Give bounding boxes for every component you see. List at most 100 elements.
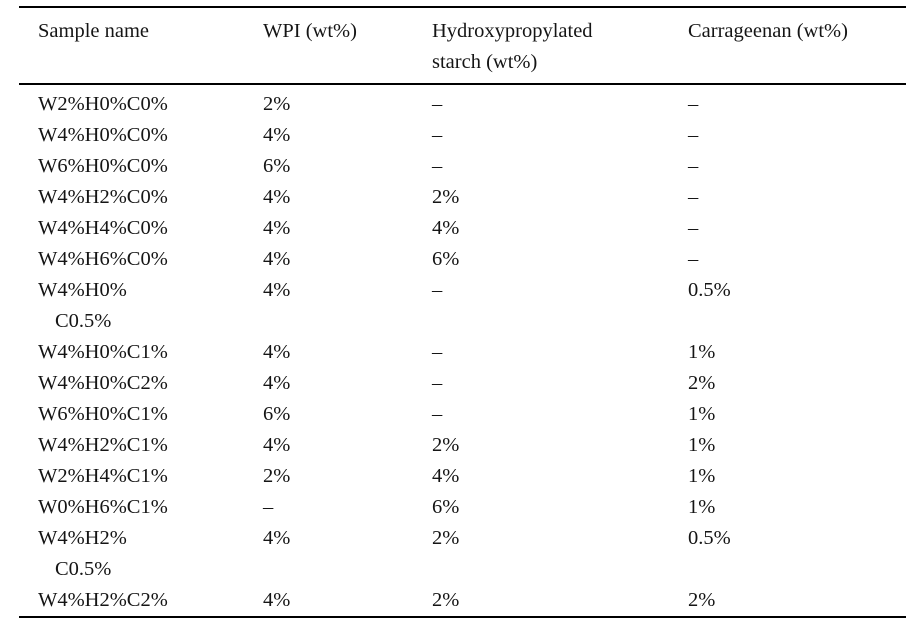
starch-cell: 2%	[432, 186, 460, 208]
starch-cell: –	[432, 155, 443, 177]
header-label: WPI (wt%)	[263, 20, 357, 42]
table-row: W4%H2%C1% 4% 2% 1%	[38, 430, 906, 461]
wpi-cell: 2%	[263, 465, 291, 487]
header-wpi: WPI (wt%)	[263, 16, 432, 78]
sample-name: W4%H2%C1%	[38, 434, 168, 456]
table-row: W2%H0%C0% 2% – –	[38, 89, 906, 120]
wpi-cell: 4%	[263, 124, 291, 146]
header-sample-name: Sample name	[38, 16, 263, 78]
sample-name: W6%H0%C1%	[38, 403, 168, 425]
header-label: Sample name	[38, 20, 150, 42]
sample-name-cell: W4%H4%C0%	[38, 213, 263, 244]
table-row: W4%H2% C0.5% 4% 2% 0.5%	[38, 523, 906, 585]
carrageenan-cell: 1%	[688, 434, 716, 456]
wpi-cell: 4%	[263, 434, 291, 456]
carrageenan-cell: 1%	[688, 465, 716, 487]
sample-name-cell: W2%H0%C0%	[38, 89, 263, 120]
table-row: W4%H2%C2% 4% 2% 2%	[38, 585, 906, 616]
table-row: W4%H0%C2% 4% – 2%	[38, 368, 906, 399]
wpi-cell: 4%	[263, 186, 291, 208]
carrageenan-cell: –	[688, 186, 699, 208]
wpi-cell: 4%	[263, 589, 291, 611]
starch-cell: –	[432, 372, 443, 394]
carrageenan-cell: 2%	[688, 589, 716, 611]
carrageenan-cell: 1%	[688, 496, 716, 518]
header-label: Hydroxypropylated	[432, 20, 593, 42]
sample-name-cell: W4%H2%C2%	[38, 585, 263, 616]
sample-name: W6%H0%C0%	[38, 155, 168, 177]
wpi-cell: 6%	[263, 155, 291, 177]
sample-name-cell: W4%H2%C1%	[38, 430, 263, 461]
carrageenan-cell: 0.5%	[688, 527, 731, 549]
sample-name-cell: W4%H2%C0%	[38, 182, 263, 213]
starch-cell: 4%	[432, 217, 460, 239]
header-starch: Hydroxypropylated starch (wt%)	[432, 16, 688, 78]
header-carrageenan: Carrageenan (wt%)	[688, 16, 906, 78]
sample-name-cell: W4%H0%C2%	[38, 368, 263, 399]
sample-name: W4%H2%C0%	[38, 186, 168, 208]
starch-cell: 2%	[432, 589, 460, 611]
sample-name-cell: W4%H2% C0.5%	[38, 523, 263, 585]
sample-name-cell: W4%H6%C0%	[38, 244, 263, 275]
wpi-cell: 2%	[263, 93, 291, 115]
wpi-cell: –	[263, 496, 274, 518]
sample-name: W4%H0%	[38, 279, 127, 301]
starch-cell: –	[432, 341, 443, 363]
wpi-cell: 4%	[263, 372, 291, 394]
table-row: W4%H0%C0% 4% – –	[38, 120, 906, 151]
carrageenan-cell: –	[688, 155, 699, 177]
starch-cell: –	[432, 124, 443, 146]
header-label: Carrageenan (wt%)	[688, 20, 848, 42]
wpi-cell: 4%	[263, 527, 291, 549]
sample-name: W4%H4%C0%	[38, 217, 168, 239]
sample-name-cell: W4%H0% C0.5%	[38, 275, 263, 337]
table-row: W4%H4%C0% 4% 4% –	[38, 213, 906, 244]
carrageenan-cell: –	[688, 124, 699, 146]
sample-name-cell: W4%H0%C1%	[38, 337, 263, 368]
starch-cell: 6%	[432, 496, 460, 518]
table-row: W6%H0%C0% 6% – –	[38, 151, 906, 182]
table-row: W4%H2%C0% 4% 2% –	[38, 182, 906, 213]
sample-name: W4%H2%	[38, 527, 127, 549]
sample-name: W4%H0%C2%	[38, 372, 168, 394]
starch-cell: 4%	[432, 465, 460, 487]
sample-name: W4%H6%C0%	[38, 248, 168, 270]
carrageenan-cell: 0.5%	[688, 279, 731, 301]
table-row: W4%H0% C0.5% 4% – 0.5%	[38, 275, 906, 337]
table-row: W4%H6%C0% 4% 6% –	[38, 244, 906, 275]
carrageenan-cell: –	[688, 248, 699, 270]
starch-cell: –	[432, 279, 443, 301]
table-body: W2%H0%C0% 2% – – W4%H0%C0% 4% – – W6%H0%…	[19, 85, 906, 616]
table-row: W2%H4%C1% 2% 4% 1%	[38, 461, 906, 492]
wpi-cell: 4%	[263, 279, 291, 301]
sample-name: W4%H0%C1%	[38, 341, 168, 363]
header-label: starch (wt%)	[432, 51, 538, 73]
wpi-cell: 6%	[263, 403, 291, 425]
carrageenan-cell: 1%	[688, 403, 716, 425]
sample-name-cell: W2%H4%C1%	[38, 461, 263, 492]
table-row: W0%H6%C1% – 6% 1%	[38, 492, 906, 523]
starch-cell: 2%	[432, 434, 460, 456]
sample-name-cell: W0%H6%C1%	[38, 492, 263, 523]
sample-name: W2%H0%C0%	[38, 93, 168, 115]
starch-cell: 2%	[432, 527, 460, 549]
sample-name-cell: W4%H0%C0%	[38, 120, 263, 151]
carrageenan-cell: 2%	[688, 372, 716, 394]
formulation-table: Sample name WPI (wt%) Hydroxypropylated …	[19, 6, 906, 618]
wpi-cell: 4%	[263, 248, 291, 270]
carrageenan-cell: –	[688, 217, 699, 239]
carrageenan-cell: 1%	[688, 341, 716, 363]
starch-cell: –	[432, 93, 443, 115]
sample-name-cell: W6%H0%C1%	[38, 399, 263, 430]
table-row: W6%H0%C1% 6% – 1%	[38, 399, 906, 430]
table-row: W4%H0%C1% 4% – 1%	[38, 337, 906, 368]
sample-name: W4%H2%C2%	[38, 589, 168, 611]
wpi-cell: 4%	[263, 217, 291, 239]
sample-name: W2%H4%C1%	[38, 465, 168, 487]
sample-name-cell: W6%H0%C0%	[38, 151, 263, 182]
sample-name: W4%H0%C0%	[38, 124, 168, 146]
starch-cell: 6%	[432, 248, 460, 270]
sample-name: W0%H6%C1%	[38, 496, 168, 518]
carrageenan-cell: –	[688, 93, 699, 115]
sample-name-continued: C0.5%	[55, 558, 112, 580]
